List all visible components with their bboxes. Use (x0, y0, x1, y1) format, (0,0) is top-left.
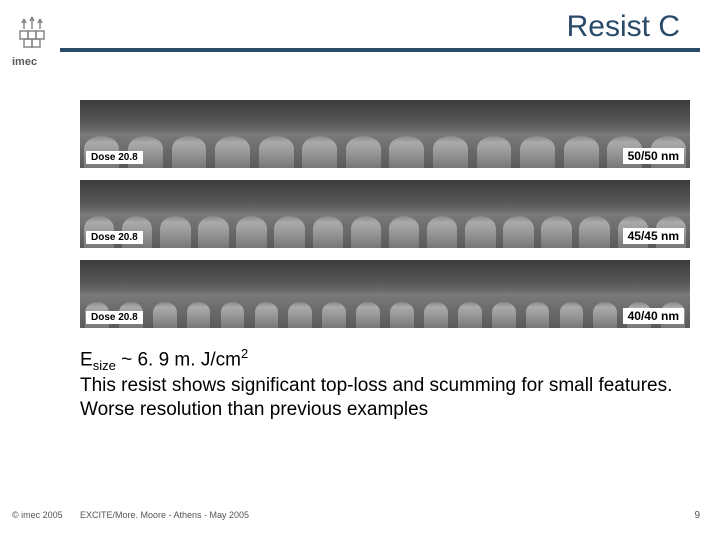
sem-image-0 (80, 100, 690, 168)
esize-sub: size (93, 358, 116, 373)
sem-row-1: Dose 20.8 45/45 nm (80, 180, 690, 248)
dose-label-2: Dose 20.8 (86, 311, 143, 324)
sem-image-1 (80, 180, 690, 248)
page-number: 9 (694, 510, 700, 521)
size-label-0: 50/50 nm (623, 148, 684, 164)
sem-image-2 (80, 260, 690, 328)
dose-label-1: Dose 20.8 (86, 231, 143, 244)
sem-row-0: Dose 20.8 50/50 nm (80, 100, 690, 168)
title-underline (60, 48, 700, 52)
slide-title: Resist C (60, 10, 700, 44)
body-text: Esize ~ 6. 9 m. J/cm2 This resist shows … (80, 346, 690, 422)
esize-prefix: E (80, 349, 93, 370)
footer: © imec 2005 EXCITE/More. Moore - Athens … (0, 510, 720, 530)
size-label-1: 45/45 nm (623, 228, 684, 244)
content-area: Dose 20.850/50 nmDose 20.845/45 nmDose 2… (80, 100, 690, 422)
imec-logo (12, 8, 52, 58)
sem-row-2: Dose 20.8 40/40 nm (80, 260, 690, 328)
logo-text: imec (12, 56, 37, 68)
size-label-2: 40/40 nm (623, 308, 684, 324)
title-area: Resist C (60, 10, 700, 52)
copyright: © imec 2005 (12, 510, 63, 520)
esize-mid: ~ 6. 9 m. J/cm (116, 349, 241, 370)
esize-sup: 2 (241, 346, 248, 361)
footer-text: EXCITE/More. Moore - Athens - May 2005 (80, 510, 249, 520)
dose-label-0: Dose 20.8 (86, 151, 143, 164)
body-line2: This resist shows significant top-loss a… (80, 375, 672, 420)
